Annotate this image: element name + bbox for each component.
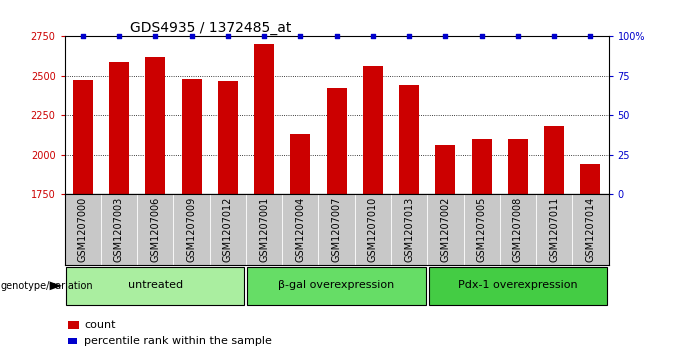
Bar [254,44,274,363]
Text: β-gal overexpression: β-gal overexpression [279,280,394,290]
Point [295,33,306,39]
Text: GSM1207014: GSM1207014 [585,196,596,262]
Bar [428,267,607,305]
Bar [248,267,426,305]
Bar [66,267,245,305]
Text: count: count [84,320,116,330]
Text: GSM1207013: GSM1207013 [404,196,414,262]
Text: GSM1207004: GSM1207004 [295,196,305,262]
Point [150,33,160,39]
Bar [182,79,201,363]
Bar [508,139,528,363]
Text: GSM1207011: GSM1207011 [549,196,559,262]
Text: GSM1207012: GSM1207012 [223,196,233,262]
Point [114,33,124,39]
Text: GSM1207006: GSM1207006 [150,196,160,262]
Point [258,33,269,39]
Bar [544,126,564,363]
Text: GSM1207002: GSM1207002 [441,196,450,262]
Text: GSM1207009: GSM1207009 [186,196,197,262]
Bar [399,85,419,363]
Text: GSM1207007: GSM1207007 [332,196,341,262]
Text: GSM1207001: GSM1207001 [259,196,269,262]
Point [78,33,88,39]
Point [476,33,487,39]
Text: GSM1207010: GSM1207010 [368,196,378,262]
Text: genotype/variation: genotype/variation [1,281,93,291]
Point [585,33,596,39]
Point [513,33,524,39]
Text: untreated: untreated [128,280,183,290]
Text: GSM1207000: GSM1207000 [78,196,88,262]
Text: Pdx-1 overexpression: Pdx-1 overexpression [458,280,578,290]
Text: GSM1207008: GSM1207008 [513,196,523,262]
Text: GDS4935 / 1372485_at: GDS4935 / 1372485_at [130,21,291,35]
Point [186,33,197,39]
Bar [146,57,165,363]
Text: percentile rank within the sample: percentile rank within the sample [84,336,272,346]
Bar [73,80,92,363]
Point [331,33,342,39]
Point [549,33,560,39]
Point [440,33,451,39]
Bar [363,65,383,363]
Point [404,33,415,39]
Point [222,33,233,39]
Bar [218,81,238,363]
Bar [472,139,492,363]
Point [367,33,378,39]
Bar [290,134,310,363]
Bar [435,145,456,363]
Bar [109,62,129,363]
Text: GSM1207005: GSM1207005 [477,196,487,262]
Bar [581,164,600,363]
Text: GSM1207003: GSM1207003 [114,196,124,262]
Bar [326,89,347,363]
